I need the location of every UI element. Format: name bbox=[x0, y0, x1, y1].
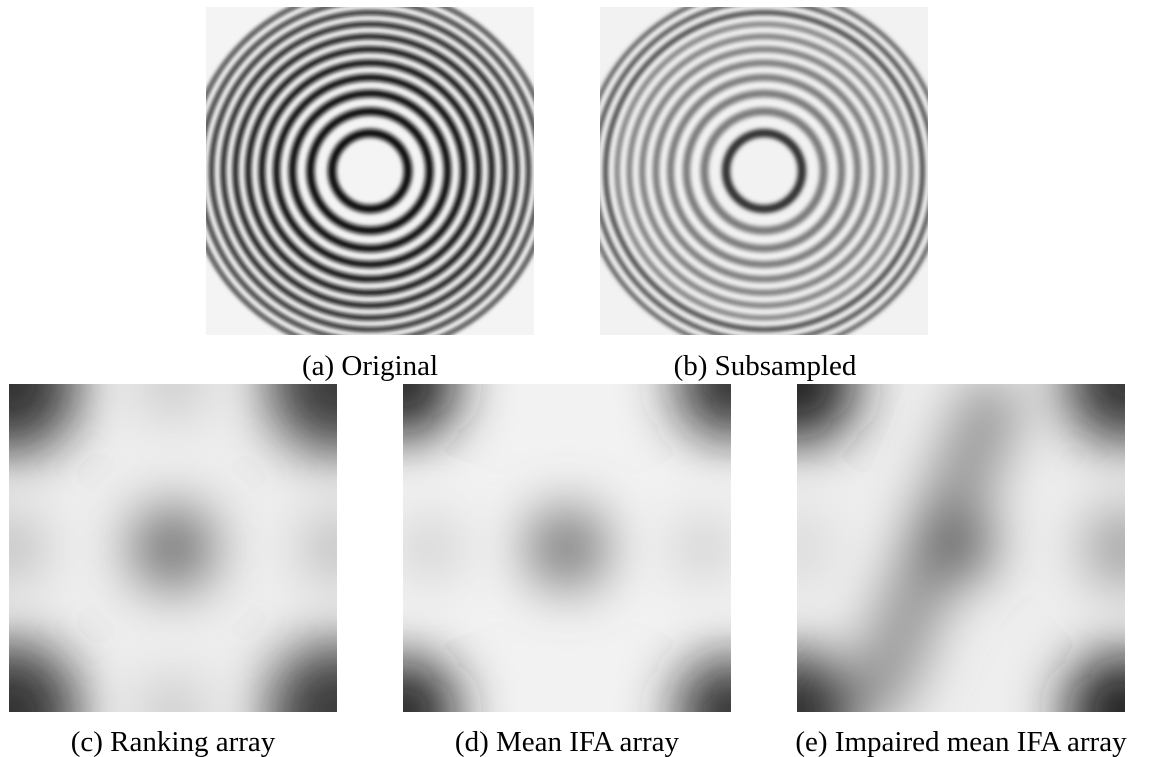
figure: (a) Original (b) Subsampled (c) Ranking … bbox=[0, 0, 1165, 757]
image-subsampled bbox=[583, 0, 944, 352]
caption: (d) Mean IFA array bbox=[455, 726, 680, 757]
image-original bbox=[189, 0, 550, 352]
image-bg bbox=[600, 7, 928, 335]
caption: (e) Impaired mean IFA array bbox=[795, 726, 1127, 757]
caption: (a) Original bbox=[302, 350, 438, 382]
image-impaired-mean-ifa bbox=[737, 324, 1165, 757]
caption: (b) Subsampled bbox=[674, 350, 857, 382]
caption: (c) Ranking array bbox=[71, 726, 276, 757]
image-bg bbox=[206, 7, 534, 335]
image-mean-ifa bbox=[348, 329, 786, 757]
